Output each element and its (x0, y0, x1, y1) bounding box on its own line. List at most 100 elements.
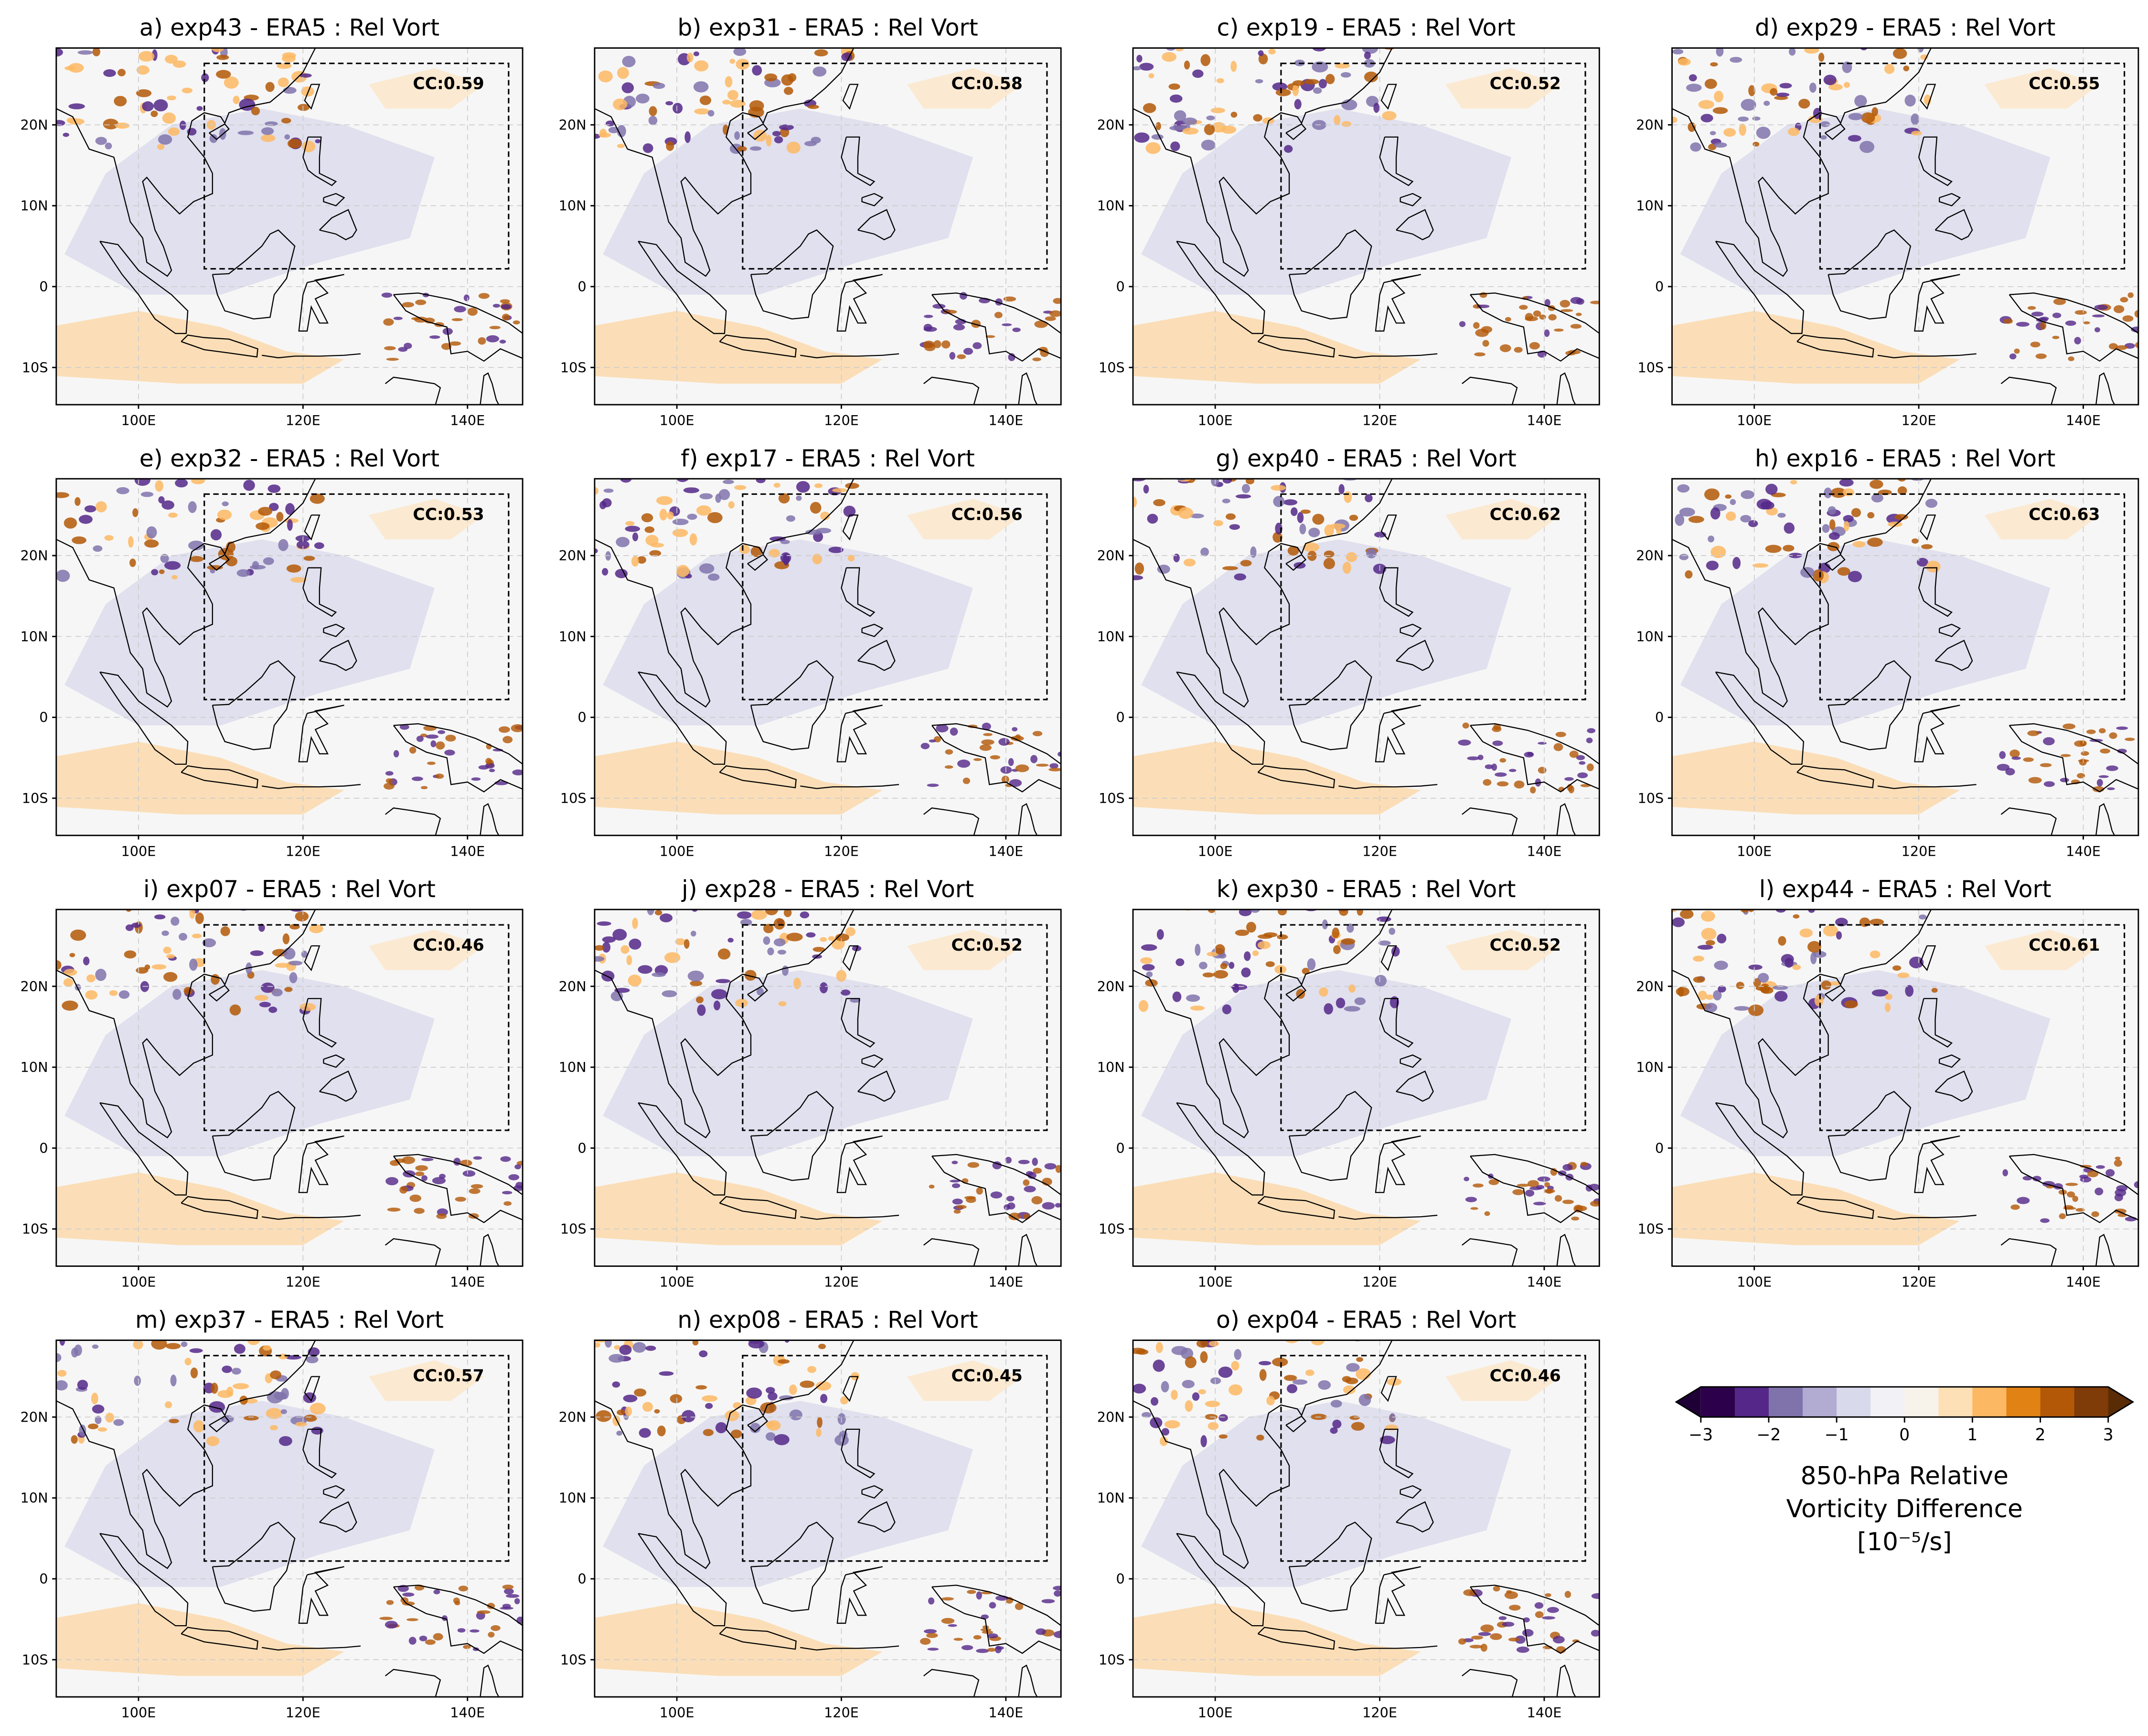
speckle (2122, 315, 2134, 322)
speckle (2067, 1191, 2075, 1198)
speckle (188, 501, 197, 513)
speckle (739, 545, 750, 554)
colorbar-tick-label: −2 (1757, 1425, 1781, 1445)
speckle (1473, 1183, 1484, 1188)
speckle (1229, 962, 1235, 969)
speckle (594, 548, 598, 554)
speckle (987, 1648, 996, 1652)
speckle (1133, 575, 1143, 580)
x-tick-label: 100E (1198, 1704, 1233, 1721)
speckle (2065, 321, 2076, 326)
speckle (1892, 965, 1902, 971)
speckle (1533, 1201, 1546, 1206)
coastline (1400, 193, 1422, 207)
speckle (280, 1409, 287, 1415)
speckle (615, 568, 628, 579)
speckle (648, 116, 658, 125)
y-tick-label: 20N (1097, 978, 1125, 995)
speckle (1827, 506, 1837, 515)
speckle (2108, 343, 2118, 350)
cc-label: CC:0.52 (951, 936, 1023, 955)
speckle (1458, 739, 1471, 746)
speckle (817, 1416, 823, 1428)
coastline (385, 376, 441, 405)
speckle (598, 70, 613, 83)
speckle (1244, 951, 1251, 961)
speckle (621, 82, 634, 94)
speckle (703, 1429, 714, 1436)
speckle (1389, 927, 1396, 935)
speckle (1775, 909, 1786, 913)
speckle (513, 320, 520, 325)
speckle (385, 1177, 398, 1186)
speckle (217, 1390, 234, 1398)
speckle (923, 326, 937, 332)
speckle (1036, 763, 1049, 767)
positive-anomaly (1445, 499, 1561, 540)
speckle (1688, 74, 1697, 82)
speckle (1885, 1003, 1891, 1012)
speckle (637, 556, 646, 564)
speckle (463, 1645, 471, 1649)
positive-anomaly (907, 930, 1023, 970)
speckle (1155, 122, 1161, 130)
coastline (1914, 274, 1960, 332)
coastline (800, 1214, 899, 1220)
speckle (166, 954, 175, 959)
speckle (1323, 557, 1335, 569)
speckle (1577, 772, 1588, 779)
speckle (195, 912, 204, 924)
speckle (1483, 779, 1492, 786)
x-tick-label: 120E (824, 412, 859, 429)
coastline (747, 123, 769, 140)
speckle (150, 110, 158, 118)
field (594, 909, 1061, 1266)
speckle (735, 998, 748, 1007)
speckle (806, 932, 816, 938)
speckle (1332, 1419, 1342, 1429)
speckle (190, 1367, 198, 1379)
coastline (1470, 1585, 1600, 1654)
y-tick-label: 10N (559, 628, 587, 644)
speckle (265, 121, 278, 126)
speckle (1672, 117, 1678, 123)
speckle (71, 1435, 78, 1444)
speckle (1302, 967, 1310, 975)
coastline (1824, 554, 1846, 571)
map-frame (1132, 1340, 1600, 1698)
speckle (2114, 1159, 2122, 1167)
speckle (603, 488, 614, 493)
speckle (1770, 88, 1778, 96)
coastline (56, 909, 316, 1138)
speckle (420, 786, 428, 790)
speckle (237, 130, 254, 135)
coastline (1556, 372, 1576, 405)
speckle (1716, 48, 1724, 57)
speckle (807, 1366, 816, 1373)
panel-title: a) exp43 - ERA5 : Rel Vort (139, 14, 439, 42)
speckle (1870, 480, 1883, 489)
speckle (953, 1209, 961, 1214)
coastline (1824, 985, 1846, 1002)
speckle (1714, 142, 1727, 148)
speckle (973, 1635, 982, 1640)
speckle (820, 937, 827, 942)
speckle (1490, 1633, 1502, 1640)
speckle (1382, 111, 1397, 120)
speckle (216, 70, 231, 79)
speckle (1338, 484, 1345, 494)
speckle (306, 1356, 319, 1363)
speckle (97, 1427, 107, 1432)
speckle (2075, 1208, 2085, 1212)
speckle (1319, 987, 1328, 997)
speckle (1148, 73, 1154, 79)
panel-title: f) exp17 - ERA5 : Rel Vort (681, 445, 975, 472)
speckle (384, 346, 396, 351)
positive-anomaly (1672, 741, 1960, 814)
speckle (718, 489, 730, 500)
speckle (211, 48, 224, 53)
speckle (1186, 994, 1200, 1002)
speckle (1697, 944, 1713, 950)
speckle (835, 933, 850, 942)
